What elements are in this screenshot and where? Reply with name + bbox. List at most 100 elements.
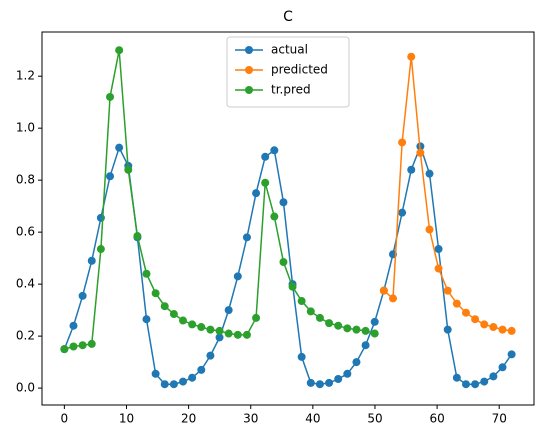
point [361,326,370,335]
point [96,245,105,254]
point [87,256,96,265]
point [252,189,261,198]
point [261,152,270,161]
chart-title: C [283,9,293,25]
legend: actual predicted tr.pred [226,36,350,108]
point [416,148,425,157]
point [197,365,206,374]
point [343,369,352,378]
point [124,165,133,174]
point [78,291,87,300]
point [306,307,315,316]
point [279,198,288,207]
legend-marker [245,46,253,54]
point [288,282,297,291]
point [160,302,169,311]
point [233,272,242,281]
point [452,373,461,382]
point [224,306,233,315]
point [452,299,461,308]
point [115,143,124,152]
legend-marker [245,66,253,74]
point [69,342,78,351]
point [151,289,160,298]
point [115,46,124,55]
point [388,294,397,303]
plot-frame [41,31,535,406]
point [425,225,434,234]
point [352,358,361,367]
point [461,308,470,317]
point [498,325,507,334]
y-tick-label: 1.2 [16,69,35,83]
point [434,245,443,254]
point [142,269,151,278]
point [507,326,516,335]
x-tick-label: 10 [119,412,134,426]
point [233,330,242,339]
x-tick-label: 20 [181,412,196,426]
point [489,372,498,381]
x-tick-label: 50 [367,412,382,426]
point [78,341,87,350]
point [297,297,306,306]
point [398,138,407,147]
point [270,212,279,221]
x-tick-label: 60 [429,412,444,426]
x-tick-label: 40 [305,412,320,426]
point [361,341,370,350]
point [169,310,178,319]
point [106,172,115,181]
point [96,213,105,222]
x-tick-label: 70 [492,412,507,426]
point [160,380,169,389]
point [179,377,188,386]
point [325,319,334,328]
point [498,363,507,372]
point [242,233,251,242]
point [206,325,215,334]
point [224,329,233,338]
point [306,378,315,387]
point [179,316,188,325]
point [133,232,142,241]
point [461,380,470,389]
point [188,320,197,329]
point [297,352,306,361]
point [334,321,343,330]
legend-label: tr.pred [271,83,311,97]
point [443,325,452,334]
point [315,313,324,322]
point [215,333,224,342]
legend-label: actual [271,43,308,57]
point [197,323,206,332]
point [69,321,78,330]
point [352,325,361,334]
point [206,351,215,360]
point [188,373,197,382]
point [379,286,388,295]
y-tick-label: 1.0 [16,121,35,135]
point [215,326,224,335]
point [507,350,516,359]
y-tick-label: 0.6 [16,225,35,239]
point [443,286,452,295]
x-tick-label: 30 [243,412,258,426]
x-tick-label: 0 [61,412,69,426]
y-tick-label: 0.2 [16,329,35,343]
point [169,380,178,389]
point [489,323,498,332]
point [279,258,288,267]
point [471,315,480,324]
point [242,330,251,339]
point [407,52,416,61]
point [252,313,261,322]
point [325,378,334,387]
point [270,146,279,155]
y-tick-label: 0.0 [16,381,35,395]
point [407,165,416,174]
point [370,329,379,338]
legend-label: predicted [271,63,328,77]
point [480,320,489,329]
